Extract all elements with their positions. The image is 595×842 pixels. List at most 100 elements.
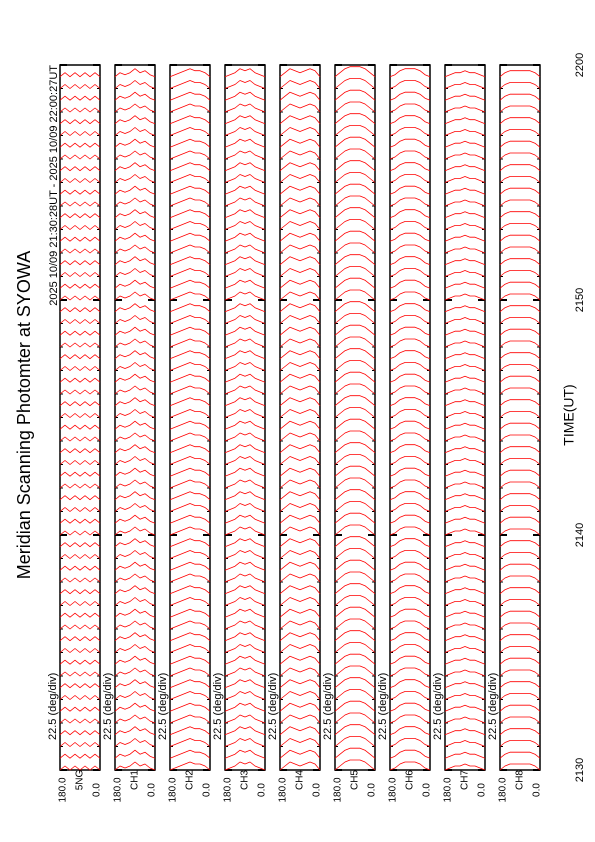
scan-trace	[224, 632, 266, 642]
scan-trace	[114, 479, 156, 489]
scan-trace	[279, 103, 321, 113]
y-tick-label: 180.0	[58, 777, 69, 802]
scan-trace	[334, 242, 376, 254]
scan-trace	[59, 753, 101, 759]
scan-trace	[114, 268, 156, 277]
scan-trace	[389, 514, 431, 524]
scan-trace	[389, 550, 431, 559]
scan-trace	[114, 244, 156, 254]
scan-trace	[59, 377, 101, 383]
scan-trace	[279, 467, 321, 477]
scan-trace	[169, 679, 211, 689]
scan-trace	[334, 606, 376, 618]
scan-trace	[334, 712, 376, 724]
scan-trace	[444, 328, 486, 336]
scan-trace	[389, 397, 431, 407]
scan-trace	[279, 315, 321, 324]
scan-trace	[334, 465, 376, 477]
scan-trace	[224, 256, 266, 266]
scan-trace	[279, 256, 321, 266]
scan-trace	[499, 164, 541, 172]
scan-trace	[499, 634, 541, 642]
scan-trace	[334, 172, 376, 183]
scan-trace	[224, 127, 266, 136]
scan-trace	[169, 174, 211, 183]
scan-trace	[59, 201, 101, 207]
scan-trace	[169, 538, 211, 548]
scan-trace	[499, 328, 541, 336]
scan-trace	[59, 448, 101, 454]
scan-trace	[389, 714, 431, 724]
scan-trace	[59, 495, 101, 501]
scan-trace	[444, 258, 486, 266]
scan-trace	[444, 622, 486, 630]
scan-trace	[114, 174, 156, 183]
scan-trace	[224, 115, 266, 125]
scan-trace	[499, 669, 541, 677]
scan-trace	[444, 223, 486, 230]
scan-trace	[169, 373, 211, 383]
scan-trace	[169, 585, 211, 595]
scan-trace	[114, 691, 156, 700]
scan-trace	[499, 763, 541, 771]
scan-trace	[169, 573, 211, 583]
scan-trace	[499, 70, 541, 78]
panel-frame	[169, 64, 211, 771]
scan-trace	[444, 352, 486, 360]
scan-trace	[59, 530, 101, 536]
scan-trace	[444, 681, 486, 689]
channel-label: CH2	[185, 770, 196, 790]
scan-trace	[169, 456, 211, 465]
scan-trace	[224, 303, 266, 313]
scan-trace	[444, 140, 486, 148]
scan-trace	[499, 187, 541, 195]
scan-trace	[59, 706, 101, 712]
y-tick-label: 180.0	[278, 777, 289, 802]
scan-trace	[224, 550, 266, 559]
scan-trace	[114, 514, 156, 524]
scan-trace	[444, 399, 486, 407]
scan-trace	[444, 105, 486, 113]
scan-trace	[444, 211, 486, 219]
scan-trace	[334, 148, 376, 160]
scan-trace	[59, 636, 101, 642]
scan-trace	[499, 352, 541, 360]
y-tick-label: 0.0	[367, 783, 378, 797]
scan-trace	[444, 540, 486, 548]
scan-trace	[444, 305, 486, 313]
scan-trace	[389, 80, 431, 89]
scan-trace	[444, 270, 486, 277]
scan-trace	[499, 540, 541, 548]
scan-trace	[279, 714, 321, 724]
scan-trace	[334, 759, 376, 771]
scan-trace	[59, 718, 101, 724]
scan-trace	[59, 189, 101, 195]
scan-trace	[59, 283, 101, 289]
scan-trace	[334, 454, 376, 465]
scan-trace	[169, 655, 211, 665]
scan-trace	[114, 185, 156, 195]
scan-trace	[389, 138, 431, 148]
scan-trace	[224, 679, 266, 689]
scan-trace	[169, 409, 211, 418]
y-tick-label: 180.0	[168, 777, 179, 802]
scan-trace	[59, 119, 101, 125]
y-tick-label: 0.0	[147, 783, 158, 797]
scan-trace	[169, 632, 211, 642]
scan-trace	[389, 244, 431, 254]
scan-trace	[279, 479, 321, 489]
scan-trace	[334, 266, 376, 277]
scan-trace	[499, 587, 541, 595]
scan-trace	[224, 456, 266, 465]
scan-trace	[389, 702, 431, 712]
scale-label: 22.5 (deg/div)	[377, 673, 389, 740]
scan-trace	[224, 738, 266, 747]
y-tick-label: 0.0	[202, 783, 213, 797]
scan-trace	[279, 432, 321, 442]
scan-trace	[334, 395, 376, 407]
scan-trace	[169, 315, 211, 324]
scan-trace	[444, 610, 486, 618]
scan-trace	[499, 223, 541, 230]
scan-trace	[279, 162, 321, 172]
scan-trace	[444, 446, 486, 454]
